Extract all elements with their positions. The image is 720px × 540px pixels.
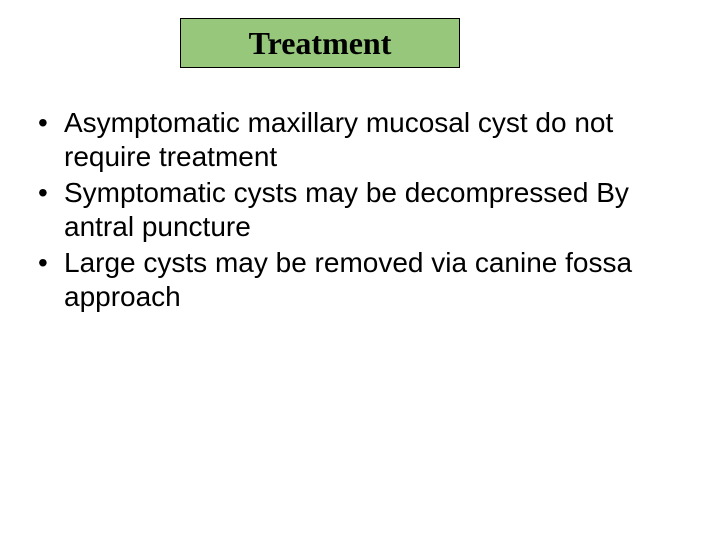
title-box: Treatment <box>180 18 460 68</box>
slide-title: Treatment <box>249 25 392 62</box>
list-item: Symptomatic cysts may be decompressed By… <box>64 176 684 244</box>
list-item: Asymptomatic maxillary mucosal cyst do n… <box>64 106 684 174</box>
list-item: Large cysts may be removed via canine fo… <box>64 246 684 314</box>
bullet-list: Asymptomatic maxillary mucosal cyst do n… <box>64 106 684 316</box>
